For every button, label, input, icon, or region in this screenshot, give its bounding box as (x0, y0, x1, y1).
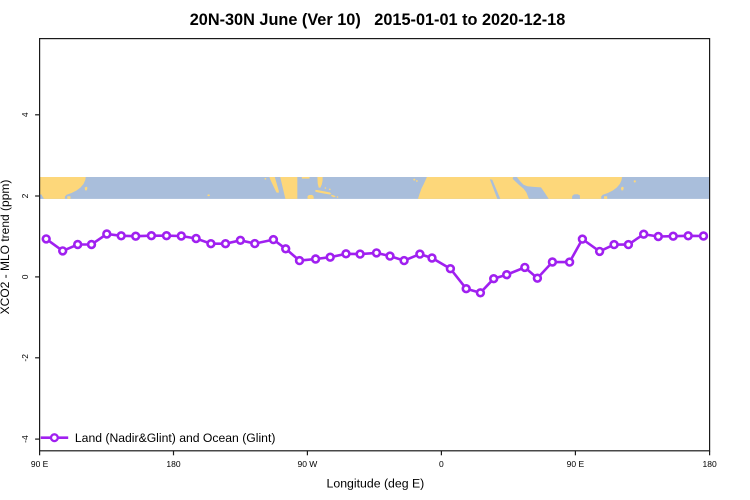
svg-text:2: 2 (20, 193, 30, 198)
svg-text:180: 180 (703, 459, 717, 469)
svg-text:-2: -2 (20, 354, 30, 362)
svg-text:180: 180 (166, 459, 180, 469)
svg-text:90 E: 90 E (567, 459, 585, 469)
svg-text:Land (Nadir&Glint) and Ocean (: Land (Nadir&Glint) and Ocean (Glint) (75, 431, 276, 445)
svg-text:0: 0 (20, 274, 30, 279)
svg-text:-4: -4 (20, 435, 30, 443)
svg-text:90 W: 90 W (297, 459, 317, 469)
svg-text:20N-30N June (Ver 10) 2015-0: 20N-30N June (Ver 10) 2015-01-01 to 2020… (190, 11, 566, 29)
svg-text:90 E: 90 E (31, 459, 49, 469)
svg-text:Longitude (deg E): Longitude (deg E) (327, 477, 425, 491)
svg-text:XCO2 - MLO trend (ppm): XCO2 - MLO trend (ppm) (0, 180, 12, 315)
svg-text:4: 4 (20, 112, 30, 117)
svg-text:0: 0 (439, 459, 444, 469)
